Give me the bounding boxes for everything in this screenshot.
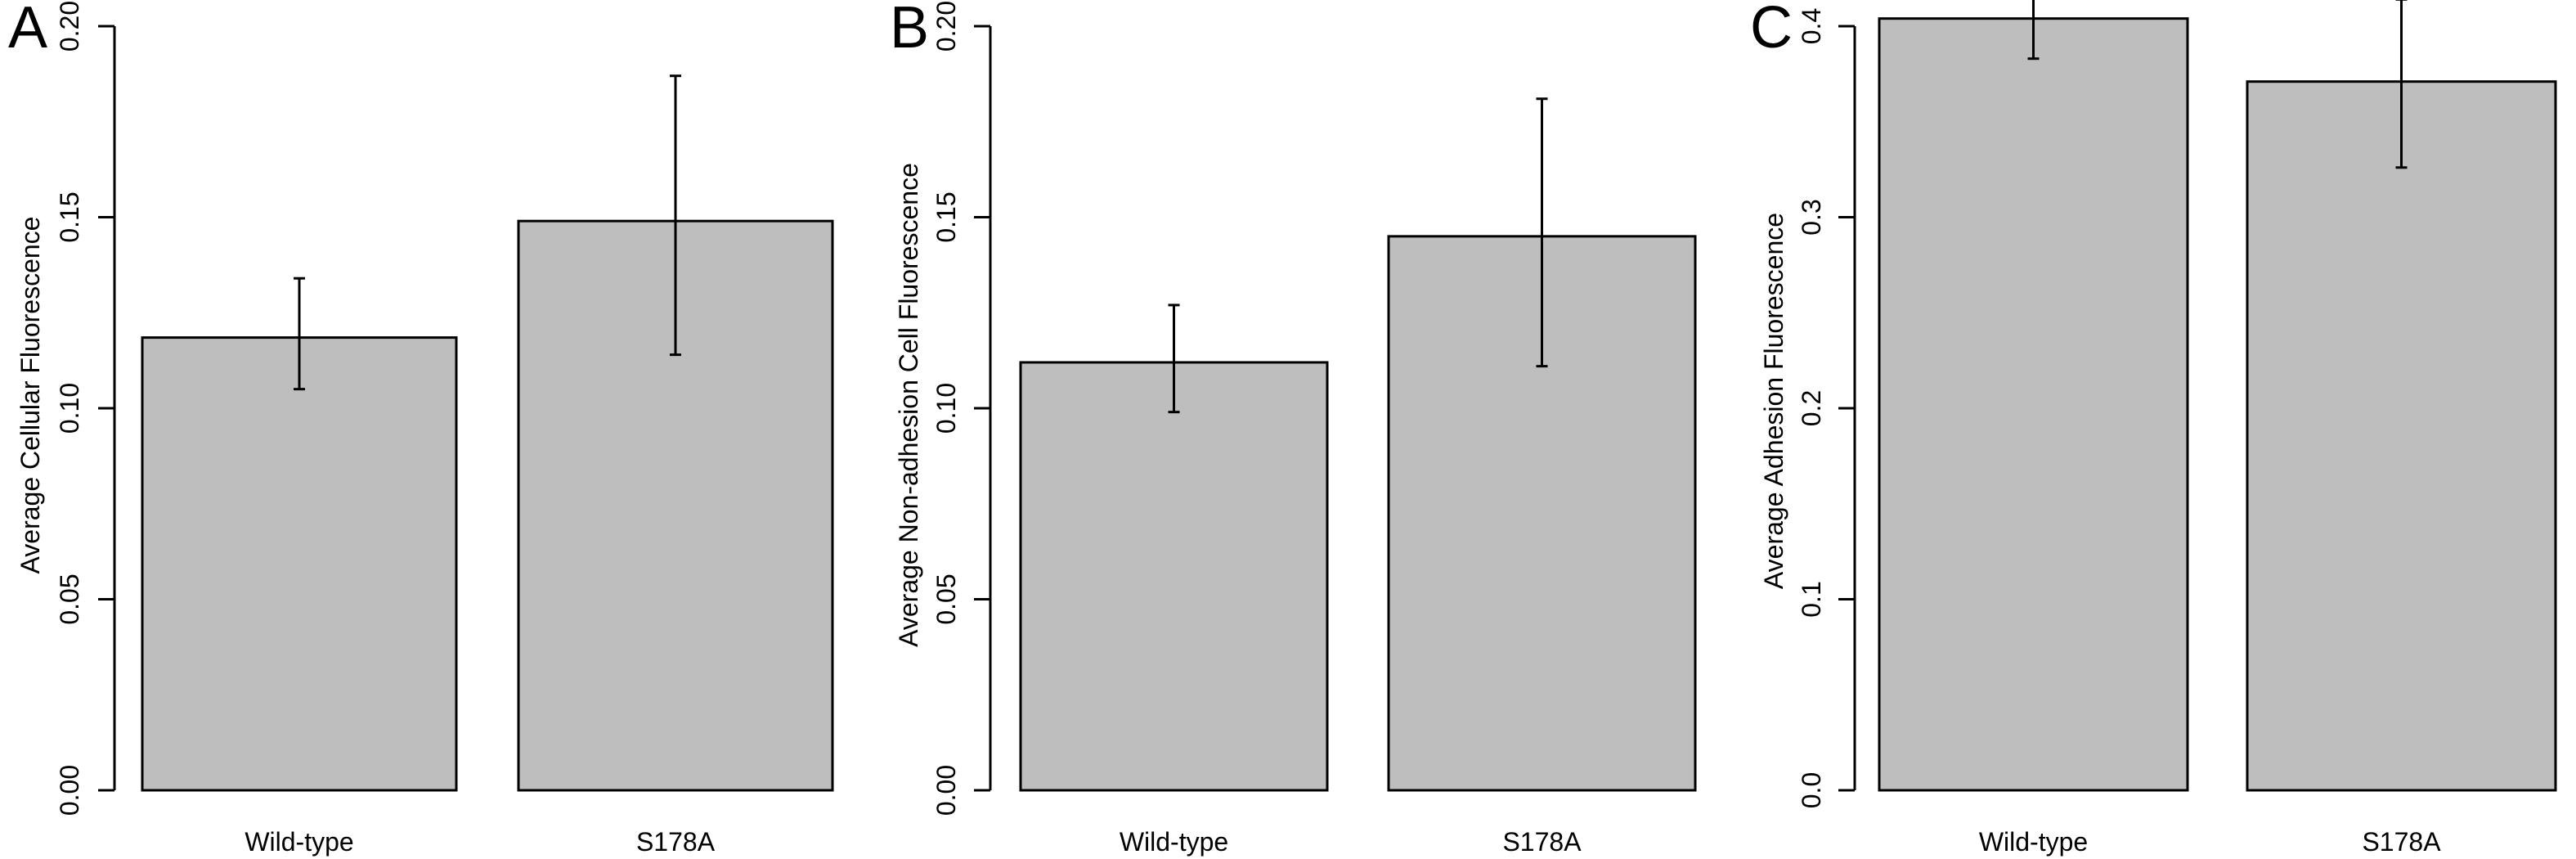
category-label-a-1: S178A — [636, 827, 716, 857]
category-label-b-1: S178A — [1502, 827, 1582, 857]
category-label-c-0: Wild-type — [1979, 827, 2088, 857]
y-axis-label-a: Average Cellular Fluorescence — [16, 217, 45, 574]
y-axis-label-b: Average Non-adhesion Cell Fluorescence — [894, 163, 923, 647]
panel-letter-c: C — [1750, 0, 1793, 61]
y-tick-label-b-1: 0.05 — [931, 573, 961, 624]
y-tick-label-c-3: 0.3 — [1797, 199, 1826, 235]
category-label-b-0: Wild-type — [1120, 827, 1228, 857]
y-axis-label-c: Average Adhesion Fluorescence — [1759, 213, 1788, 589]
bar-c-0 — [1878, 17, 2189, 792]
bar-a-0 — [141, 336, 458, 792]
y-tick-label-b-4: 0.20 — [931, 1, 961, 52]
y-tick-label-a-0: 0.00 — [55, 765, 84, 816]
panel-c: C Average Adhesion Fluorescence 0.0 0.1 0.… — [1750, 0, 2557, 857]
bar-c-1 — [2246, 80, 2557, 792]
y-tick-label-c-1: 0.1 — [1797, 581, 1826, 617]
y-tick-label-a-1: 0.05 — [55, 573, 84, 624]
y-tick-label-b-2: 0.10 — [931, 383, 961, 434]
y-tick-label-c-4: 0.4 — [1797, 8, 1826, 44]
y-tick-label-c-0: 0.0 — [1797, 772, 1826, 808]
y-tick-label-b-3: 0.15 — [931, 191, 961, 242]
panel-letter-b: B — [890, 0, 929, 61]
panel-letter-a: A — [8, 0, 47, 61]
bar-b-0 — [1019, 361, 1329, 792]
category-label-a-0: Wild-type — [245, 827, 353, 857]
y-tick-label-b-0: 0.00 — [931, 765, 961, 816]
y-tick-label-a-2: 0.10 — [55, 383, 84, 434]
panel-b: B Average Non-adhesion Cell Fluorescence… — [890, 0, 1697, 857]
y-tick-label-c-2: 0.2 — [1797, 390, 1826, 426]
panel-a: A Average Cellular Fluorescence 0.00 0.05… — [8, 0, 834, 857]
y-tick-label-a-4: 0.20 — [55, 1, 84, 52]
y-tick-label-a-3: 0.15 — [55, 191, 84, 242]
category-label-c-1: S178A — [2362, 827, 2441, 857]
